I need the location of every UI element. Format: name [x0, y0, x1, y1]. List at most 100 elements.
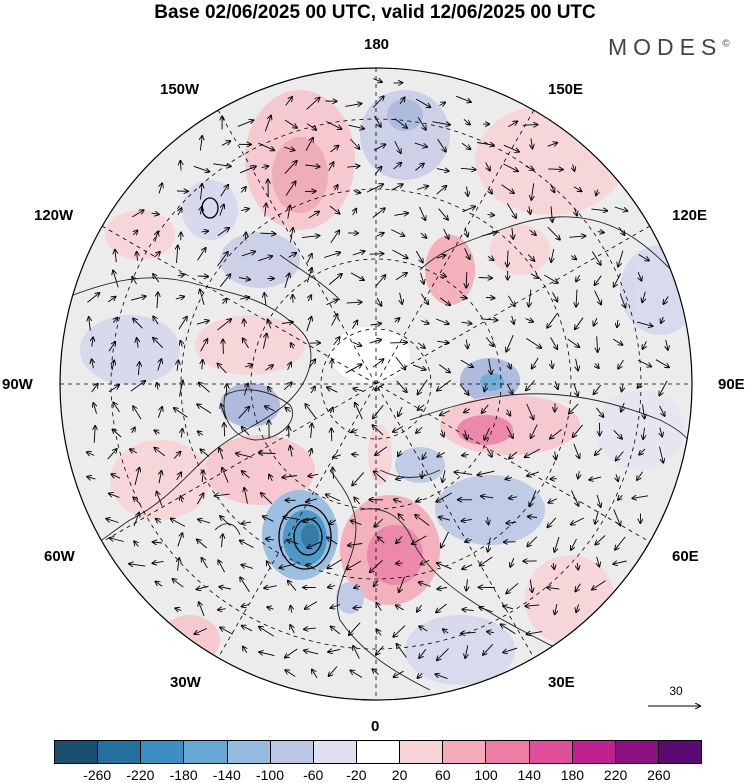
wind-vector — [310, 449, 312, 457]
wind-vector — [197, 586, 209, 589]
wind-vector — [305, 138, 313, 151]
colorbar-swatch — [98, 741, 142, 763]
wind-vector — [396, 563, 403, 564]
wind-vector — [547, 587, 560, 589]
wind-vector — [199, 383, 211, 393]
wind-vector — [354, 192, 361, 193]
colorbar-swatch — [313, 741, 357, 763]
lon-label-60e: 60E — [672, 548, 699, 565]
wind-vector — [113, 318, 117, 323]
wind-vector — [268, 319, 271, 329]
wind-vector — [416, 499, 423, 501]
wind-vector — [378, 537, 385, 544]
wind-vector — [181, 496, 183, 503]
wind-vector — [269, 475, 272, 482]
wind-vector — [137, 252, 138, 261]
wind-vector — [262, 334, 266, 349]
wind-vector — [655, 359, 669, 368]
wind-vector — [134, 541, 138, 547]
wind-vector — [374, 115, 381, 127]
wind-vector — [573, 186, 582, 192]
wind-vector — [548, 169, 563, 170]
wind-vector — [240, 187, 246, 193]
wind-vector — [418, 379, 428, 395]
wind-vector — [577, 562, 578, 570]
lon-label-150w: 150W — [160, 81, 200, 98]
wind-vector — [157, 292, 158, 309]
brand-text: MODES — [608, 34, 723, 60]
wind-vector — [373, 79, 382, 83]
wind-vector — [153, 316, 159, 325]
wind-vector — [108, 385, 119, 393]
wind-vector — [217, 228, 229, 236]
wind-vector — [193, 165, 210, 171]
wind-vector — [393, 625, 406, 637]
wind-vector — [395, 273, 407, 281]
wind-vector — [421, 272, 424, 284]
wind-vector — [370, 559, 383, 572]
wind-vector — [327, 537, 338, 545]
wind-vector — [244, 364, 252, 367]
wind-vector — [501, 624, 516, 635]
wind-vector — [285, 648, 298, 658]
wind-vector — [420, 559, 430, 564]
wind-vector — [132, 427, 135, 434]
wind-vector — [306, 123, 316, 130]
wind-vector — [226, 384, 227, 397]
wind-vector — [506, 522, 517, 523]
wind-vector — [326, 300, 338, 306]
wind-vector — [283, 517, 301, 520]
wind-vector — [376, 233, 384, 236]
wind-vector — [455, 95, 471, 102]
wind-vector — [243, 338, 249, 349]
wind-vector — [596, 407, 603, 417]
wind-vector — [462, 564, 473, 570]
wind-vector — [328, 274, 342, 285]
colorbar-tick-label: 20 — [391, 767, 408, 783]
colorbar-swatch — [400, 741, 444, 763]
anomaly-positive-core — [367, 525, 423, 585]
wind-vector — [327, 559, 342, 569]
wind-vector — [592, 580, 606, 590]
wind-vector — [480, 319, 498, 320]
wind-vector — [637, 359, 651, 367]
wind-vector — [659, 446, 664, 463]
colorbar-swatch — [270, 741, 314, 763]
wind-vector — [264, 293, 266, 306]
wind-vector — [258, 142, 274, 150]
anomaly-negative — [435, 475, 545, 545]
wind-vector — [618, 359, 624, 369]
wind-vector — [197, 404, 212, 414]
wind-vector — [197, 276, 208, 277]
wind-vector — [525, 605, 540, 606]
wind-vector — [613, 561, 627, 564]
wind-vector — [243, 384, 248, 396]
wind-vector — [130, 296, 146, 301]
wind-vector — [242, 626, 253, 632]
wind-vector — [437, 588, 448, 590]
wind-vector — [506, 582, 519, 593]
anomaly-positive — [105, 210, 175, 260]
wind-vector — [329, 519, 336, 525]
wind-vector — [551, 249, 554, 262]
colorbar-swatch — [658, 741, 702, 763]
wind-vector — [157, 492, 163, 507]
wind-vector — [442, 470, 445, 482]
wind-vector — [484, 384, 486, 391]
wind-vector — [373, 144, 386, 151]
wind-vector — [544, 274, 558, 283]
wind-vector — [197, 248, 206, 261]
wind-vector — [180, 341, 182, 347]
wind-vector — [638, 254, 649, 261]
wind-vector — [636, 321, 653, 326]
wind-vector — [618, 250, 624, 267]
wind-vector — [415, 98, 430, 107]
wind-vector — [329, 205, 340, 214]
wind-vector — [215, 494, 230, 496]
wind-vector — [281, 322, 293, 324]
wind-vector — [222, 299, 226, 305]
polar-cap — [330, 327, 410, 383]
wind-vector — [197, 539, 207, 549]
wind-vector — [532, 357, 539, 369]
wind-vector — [370, 323, 382, 325]
